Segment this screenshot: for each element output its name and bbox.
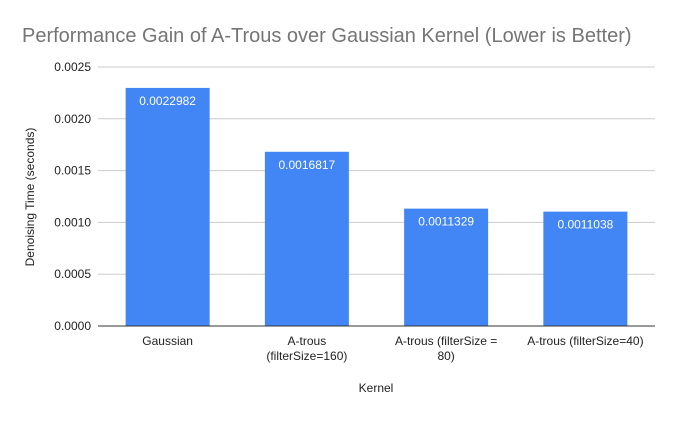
y-tick-label-3: 0.0015	[54, 164, 91, 178]
x-axis-ticks: Gaussian A-trous (filterSize=160) A-trous (…	[142, 334, 643, 363]
bar-1	[264, 151, 349, 326]
x-axis-label: Kernel	[359, 381, 394, 395]
y-axis-label: Denoising Time (seconds)	[23, 128, 37, 267]
x-tick-label-3: A-trous (filterSize=40)	[527, 334, 643, 348]
data-labels: 0.0022982 0.0016817 0.0011329 0.0011038	[139, 94, 613, 232]
x-tick-label-2: A-trous (filterSize = 80)	[395, 334, 497, 363]
bars	[125, 87, 628, 326]
y-tick-label-2: 0.0010	[54, 215, 91, 229]
y-axis-ticks: 0.0000 0.0005 0.0010 0.0015 0.0020 0.0025	[54, 60, 91, 333]
y-tick-label-4: 0.0020	[54, 112, 91, 126]
bar-0	[125, 87, 210, 326]
x-tick-label-1: A-trous (filterSize=160)	[266, 334, 347, 363]
data-label-2: 0.0011329	[418, 215, 474, 229]
y-tick-label-1: 0.0005	[54, 267, 91, 281]
chart-title: Performance Gain of A-Trous over Gaussia…	[22, 25, 632, 47]
data-label-3: 0.0011038	[557, 218, 613, 232]
y-tick-label-5: 0.0025	[54, 60, 91, 74]
data-label-0: 0.0022982	[139, 94, 196, 108]
y-tick-label-0: 0.0000	[54, 319, 91, 333]
bar-2	[404, 208, 489, 326]
bar-3	[543, 211, 628, 326]
x-tick-label-0: Gaussian	[142, 334, 193, 348]
data-label-1: 0.0016817	[279, 158, 336, 172]
